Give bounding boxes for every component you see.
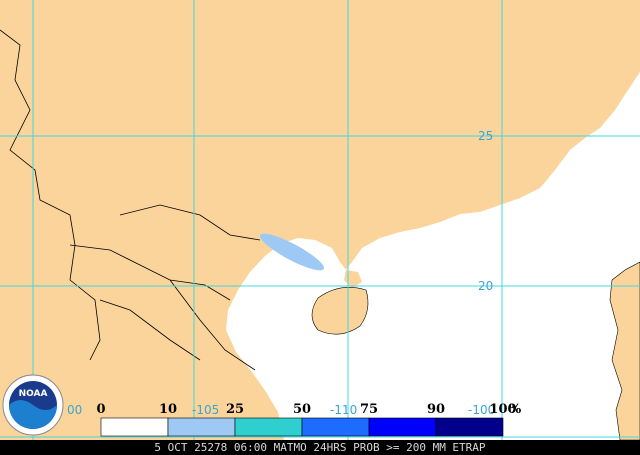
border: [0, 29, 101, 361]
graticule: [0, 0, 640, 440]
lon-label: 00: [67, 403, 82, 417]
legend-label: 0: [96, 402, 105, 417]
probability-area: [259, 233, 325, 271]
legend-label: 10: [159, 402, 177, 417]
legend-label: 90: [427, 402, 445, 417]
legend: 0 10 25 50 75 90 100%: [96, 402, 522, 437]
legend-swatch: [435, 417, 504, 437]
noaa-logo: NOAA: [2, 374, 64, 436]
legend-swatch: [301, 417, 370, 437]
legend-label: 100: [489, 402, 516, 417]
luzon: [609, 261, 640, 441]
legend-unit: %: [509, 402, 522, 417]
lon-label: -100: [468, 403, 495, 417]
border: [69, 204, 261, 371]
legend-swatch: [368, 417, 437, 437]
legend-label: 50: [293, 402, 311, 417]
legend-swatch: [234, 417, 303, 437]
lat-label: 20: [478, 279, 493, 293]
lon-label: -110: [330, 403, 357, 417]
sea: [226, 72, 640, 440]
logo-wave: [9, 400, 57, 429]
footer-bar: [0, 440, 640, 455]
legend-swatch: [100, 417, 169, 437]
hainan: [311, 287, 369, 335]
logo-text: NOAA: [19, 389, 48, 399]
footer-text: 5 OCT 25278 06:00 MATMO 24HRS PROB >= 20…: [154, 441, 486, 454]
legend-label: 25: [226, 402, 244, 417]
legend-swatch: [167, 417, 236, 437]
lon-label: -105: [192, 403, 219, 417]
lat-label: 25: [478, 129, 493, 143]
legend-label: 75: [360, 402, 378, 417]
